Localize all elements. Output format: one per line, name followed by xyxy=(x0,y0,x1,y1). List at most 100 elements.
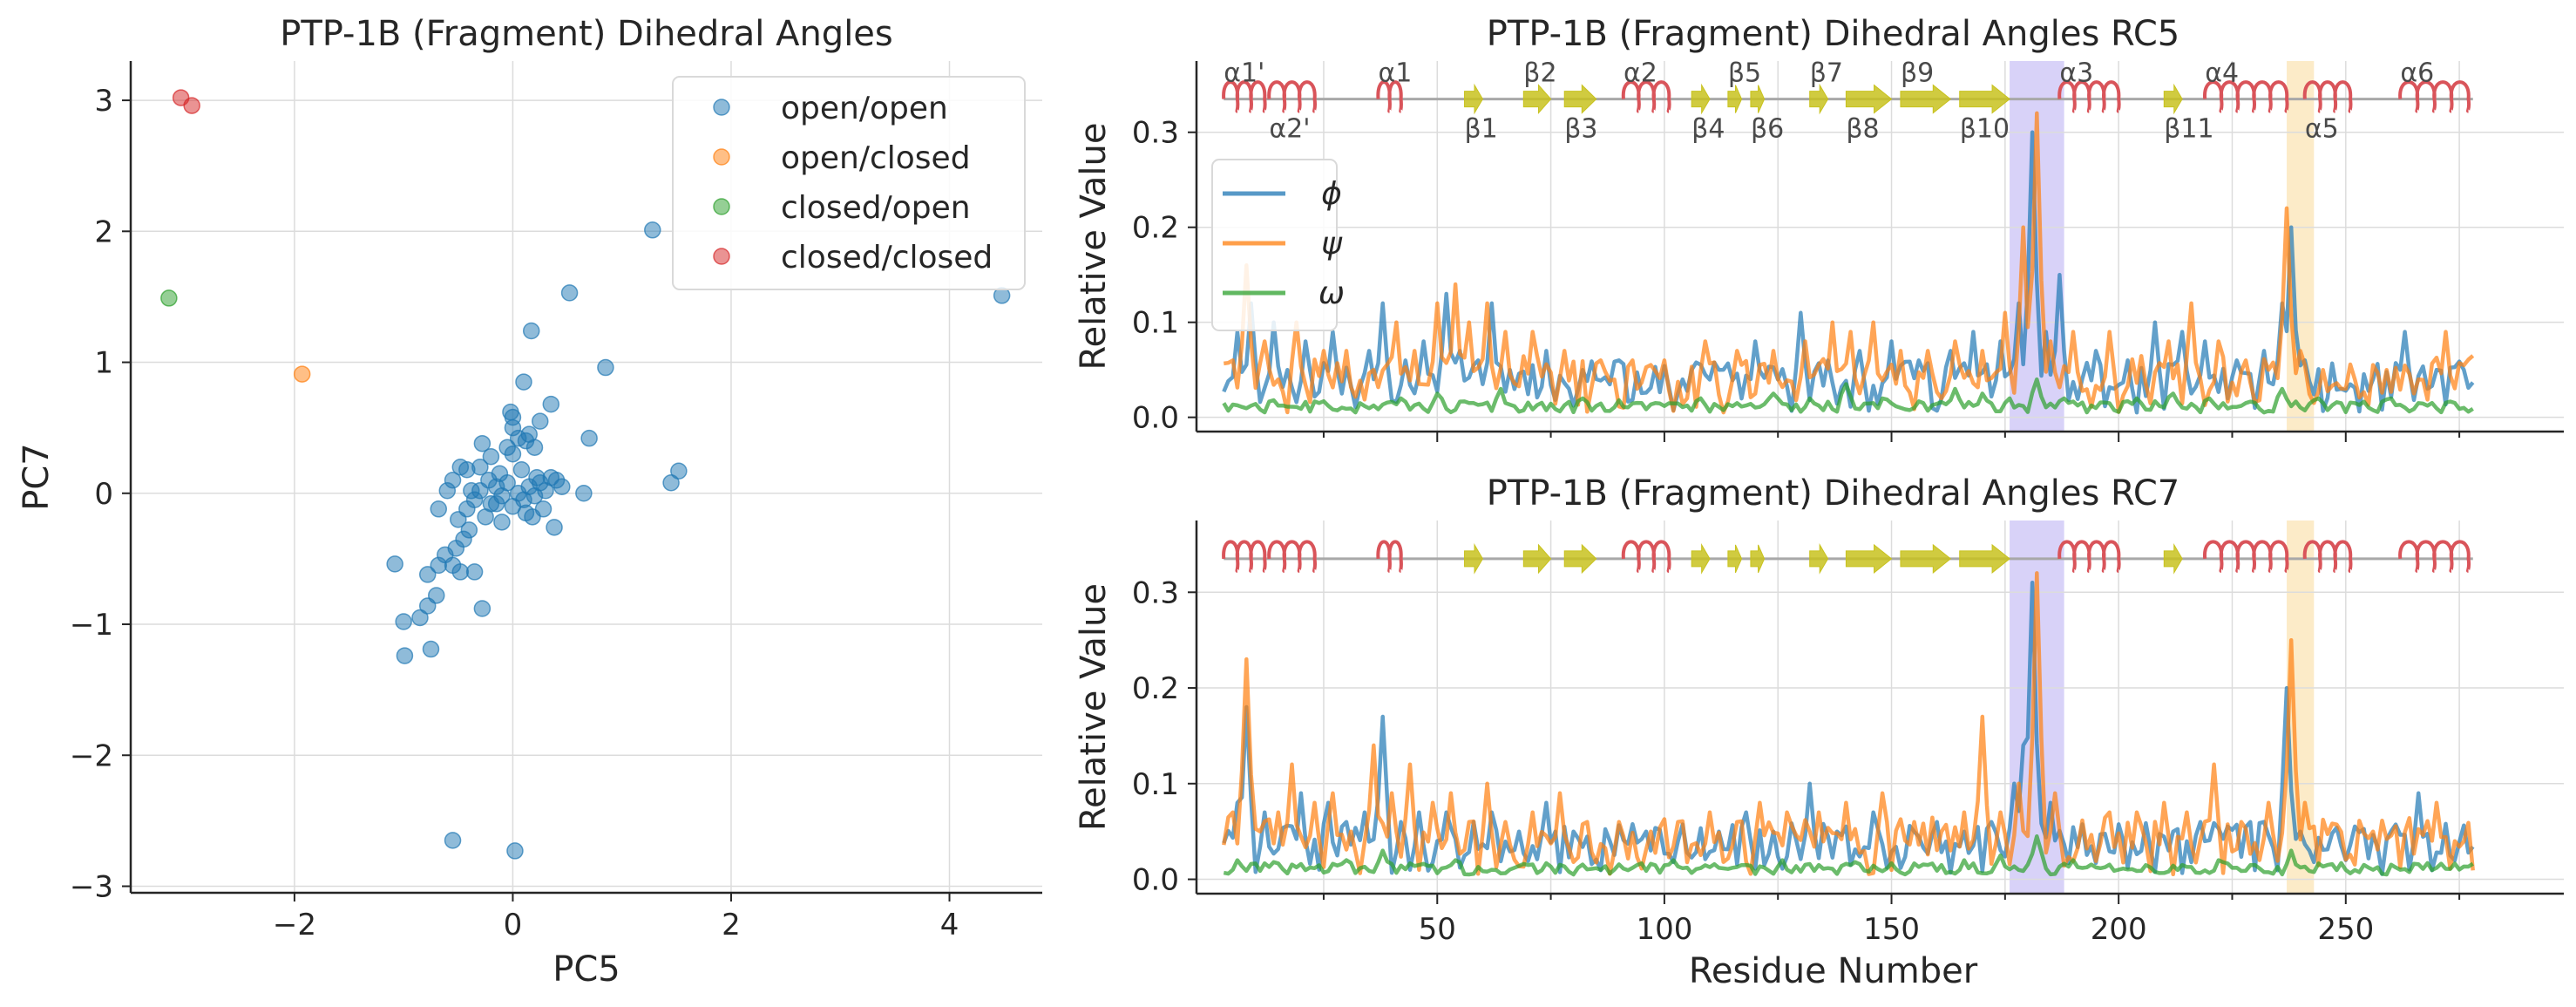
strand-β8 xyxy=(1845,543,1893,574)
line-panel-title: PTP-1B (Fragment) Dihedral Angles RC7 xyxy=(1487,473,2179,514)
structure-label: α1' xyxy=(1224,58,1264,89)
strand-β10 xyxy=(1959,543,2010,574)
strand-β1 xyxy=(1464,543,1483,575)
helix-α6 xyxy=(2398,80,2471,113)
helix-α1 xyxy=(1376,80,1403,113)
y-tick-label: 0 xyxy=(94,477,113,512)
series-line-omega xyxy=(1223,833,2474,877)
data-point-open-open xyxy=(534,500,552,518)
legend-marker xyxy=(713,198,730,215)
helix-α4 xyxy=(2203,80,2289,113)
structure-label: β7 xyxy=(1810,58,1843,89)
y-tick-label: 1 xyxy=(94,346,113,381)
data-point-open-open xyxy=(471,458,489,476)
data-point-open-open xyxy=(522,322,540,340)
strand-β3 xyxy=(1563,543,1597,575)
data-point-open-open xyxy=(670,462,688,480)
y-tick-label: 0.0 xyxy=(1132,863,1179,898)
data-point-open-open xyxy=(430,500,448,518)
legend-label: closed/open xyxy=(781,190,971,226)
strand-β11 xyxy=(2163,83,2183,115)
helix-α5 xyxy=(2302,540,2353,573)
strand-β4 xyxy=(1691,83,1711,115)
x-tick-label: 250 xyxy=(2317,912,2374,947)
strand-β1 xyxy=(1464,83,1483,115)
structure-label: α6 xyxy=(2400,58,2434,89)
scatter-title: PTP-1B (Fragment) Dihedral Angles xyxy=(280,14,893,54)
strand-β9 xyxy=(1900,84,1952,114)
data-point-open-open xyxy=(473,600,491,617)
y-tick-label: 0.1 xyxy=(1132,767,1179,802)
data-point-open-open xyxy=(487,495,505,513)
data-point-open-open xyxy=(451,563,470,581)
helix-α2' xyxy=(1267,80,1318,113)
structure-label: β9 xyxy=(1901,58,1934,89)
strand-β3 xyxy=(1563,84,1597,114)
data-point-open-open xyxy=(444,832,462,849)
structure-label: α3 xyxy=(2059,58,2093,89)
helix-α3 xyxy=(2057,540,2121,573)
data-point-open-open xyxy=(512,460,531,479)
data-point-open-open xyxy=(528,469,546,486)
structure-label: β11 xyxy=(2164,114,2213,145)
structure-label: β5 xyxy=(1728,58,1761,89)
data-point-open-open xyxy=(542,395,560,413)
data-point-open-open xyxy=(546,519,563,536)
strand-β7 xyxy=(1809,543,1829,575)
data-point-open-open xyxy=(395,613,412,630)
x-tick-label: 150 xyxy=(1863,912,1920,947)
data-point-open-open xyxy=(463,482,480,500)
structure-label: α5 xyxy=(2305,114,2339,145)
y-tick-label: 0.3 xyxy=(1132,575,1179,610)
y-tick-label: 0.3 xyxy=(1132,116,1179,151)
data-point-open-open xyxy=(482,447,500,466)
data-point-open-open xyxy=(597,358,614,377)
structure-label: β10 xyxy=(1960,114,2010,145)
strand-β5 xyxy=(1727,85,1743,113)
data-point-open-open xyxy=(515,373,532,391)
structure-label: β2 xyxy=(1523,58,1556,89)
y-tick-label: −1 xyxy=(70,608,113,643)
line-legend: ϕψω xyxy=(1211,159,1345,331)
data-point-open-open xyxy=(411,609,429,627)
data-point-open-open xyxy=(418,566,437,583)
data-point-open-open xyxy=(444,472,462,489)
y-tick-label: −2 xyxy=(70,738,113,773)
line-x-axis-label: Residue Number xyxy=(1689,951,1978,991)
helix-α1' xyxy=(1222,80,1267,113)
data-point-open-open xyxy=(473,434,491,452)
helix-α4 xyxy=(2203,540,2289,573)
data-point-open-open xyxy=(506,842,524,860)
x-tick-label: 4 xyxy=(940,908,959,942)
data-point-open-open xyxy=(504,408,522,426)
structure-label: β1 xyxy=(1465,114,1498,145)
x-tick-label: 0 xyxy=(504,908,523,942)
strand-β2 xyxy=(1522,84,1552,114)
data-point-open-open xyxy=(422,640,440,658)
data-point-open-open xyxy=(553,478,571,496)
scatter-panel: −2 0 2 4 −3 −2 −1 0 1 2 3 PTP-1B (Fragment) Dihedra… xyxy=(17,14,1042,990)
legend-label: closed/closed xyxy=(781,240,993,276)
strand-β9 xyxy=(1900,543,1952,574)
data-point-open-open xyxy=(644,221,661,239)
scatter-x-axis-label: PC5 xyxy=(552,949,620,990)
data-point-open-open xyxy=(386,555,403,573)
data-point-open-open xyxy=(560,284,579,302)
legend-marker xyxy=(713,148,730,166)
structure-label: α4 xyxy=(2205,58,2239,89)
data-point-open-open xyxy=(465,563,484,581)
y-tick-label: 3 xyxy=(94,84,113,119)
strand-β4 xyxy=(1691,543,1711,575)
data-point-open-open xyxy=(493,514,511,531)
strand-β2 xyxy=(1522,543,1552,575)
helix-α2' xyxy=(1267,540,1318,573)
series-line-omega xyxy=(1222,377,2474,415)
scatter-legend: open/open open/closed closed/open closed/cl… xyxy=(672,76,1026,290)
helix-α3 xyxy=(2057,80,2121,113)
y-tick-label: −3 xyxy=(70,869,113,904)
rc7-panel: 50 100 150 200 250 0.0 0.1 0.2 0.3 PTP-1B (Fragme… xyxy=(1074,473,2564,991)
data-point-open-open xyxy=(428,587,445,604)
data-point-closed-closed xyxy=(183,97,200,114)
